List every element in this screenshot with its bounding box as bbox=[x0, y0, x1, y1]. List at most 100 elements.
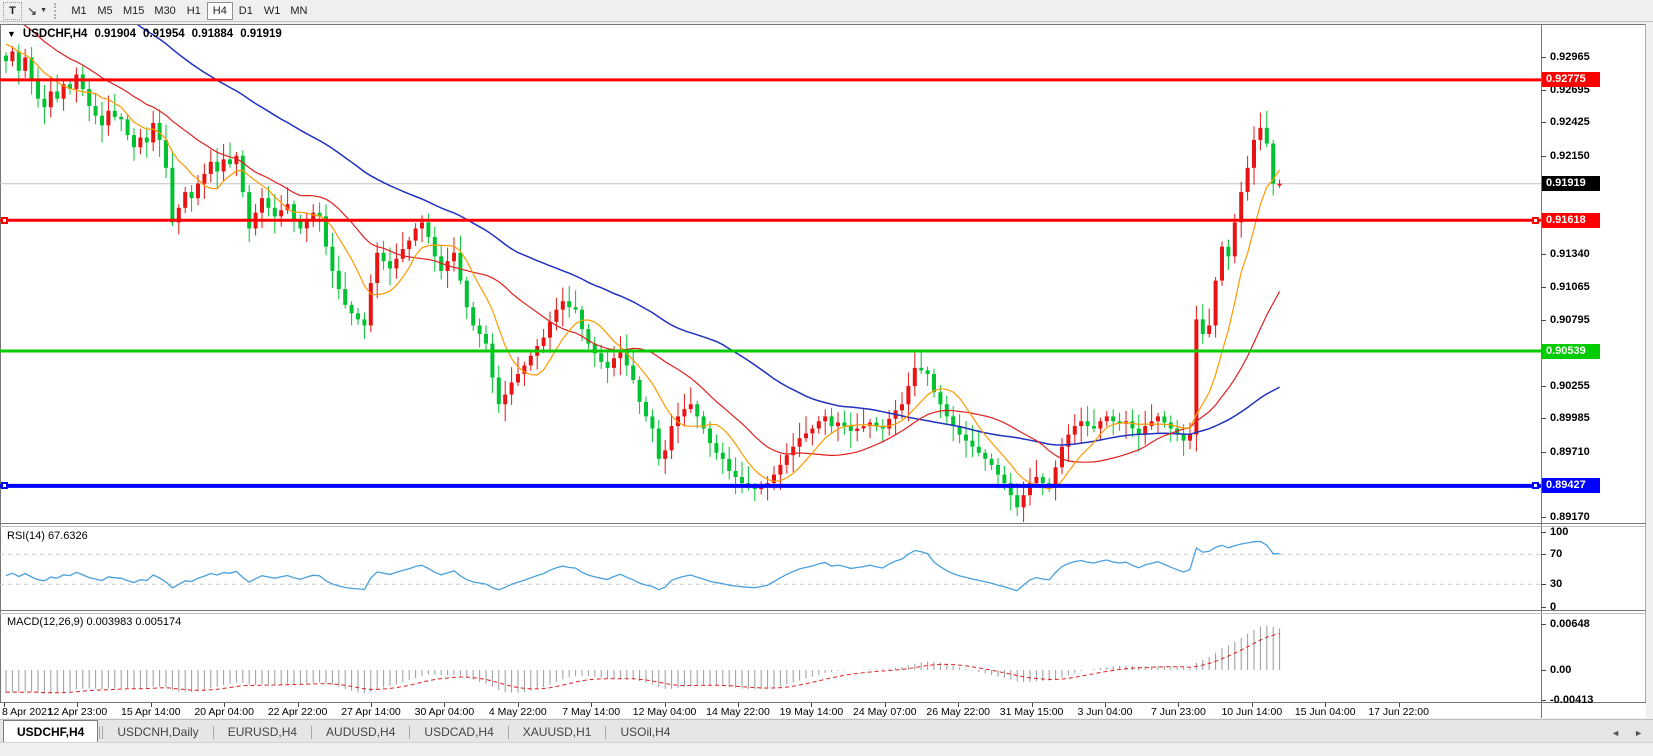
chart-tab-audusd[interactable]: AUDUSD,H4 bbox=[326, 725, 396, 739]
candle-body bbox=[10, 51, 15, 62]
candle-body bbox=[740, 477, 744, 484]
rsi-panel-plot[interactable] bbox=[0, 527, 1541, 610]
price-tick-dash bbox=[1541, 418, 1546, 420]
level-anchor-marker[interactable] bbox=[1532, 216, 1539, 224]
candle-body bbox=[855, 428, 860, 431]
candle-body bbox=[93, 105, 98, 116]
candle-body bbox=[16, 51, 21, 71]
candle-body bbox=[80, 74, 85, 90]
candle-body bbox=[804, 433, 808, 439]
arrows-tool-icon: ↘ bbox=[27, 3, 38, 18]
arrows-tool-button[interactable]: ↘ ▼ bbox=[22, 1, 52, 20]
rsi-line bbox=[5, 540, 1280, 592]
sma-fast-line bbox=[5, 43, 1281, 490]
time-tick-label: 27 Apr 14:00 bbox=[341, 706, 401, 718]
price-badge: 0.92775 bbox=[1542, 72, 1600, 88]
timeframe-button-m30[interactable]: M30 bbox=[149, 1, 181, 20]
rsi-macd-splitter[interactable] bbox=[0, 610, 1646, 611]
candle-body bbox=[983, 452, 988, 459]
level-edge-marker[interactable] bbox=[1, 482, 8, 490]
candle-body bbox=[682, 409, 687, 417]
candle-body bbox=[100, 115, 104, 126]
chart-tab-bar: USDCHF,H4 USDCNH,Daily EURUSD,H4 AUDUSD,H4 U… bbox=[0, 719, 1653, 742]
text-tool-button[interactable]: T bbox=[3, 1, 22, 20]
timeframe-button-m15[interactable]: M15 bbox=[118, 1, 150, 20]
close-value: 0.91919 bbox=[240, 28, 282, 40]
macd-panel-plot[interactable] bbox=[0, 614, 1541, 702]
timeframe-button-mn[interactable]: MN bbox=[285, 1, 313, 20]
chart-tab-usdchf[interactable]: USDCHF,H4 bbox=[3, 720, 99, 742]
price-tick-dash bbox=[1541, 56, 1546, 58]
macd-indicator-label: MACD(12,26,9) 0.003983 0.005174 bbox=[7, 616, 182, 628]
price-badge: 0.91618 bbox=[1542, 212, 1600, 228]
candle-body bbox=[1098, 421, 1103, 429]
tab-separator bbox=[212, 726, 214, 739]
level-edge-marker[interactable] bbox=[1, 216, 8, 224]
main-chart-plot[interactable] bbox=[0, 25, 1541, 522]
macd-tick-label: 0.00648 bbox=[1550, 617, 1590, 630]
price-tick-dash bbox=[1541, 122, 1546, 124]
time-tick-label: 19 May 14:00 bbox=[779, 706, 844, 718]
candle-body bbox=[330, 246, 335, 271]
candle-body bbox=[266, 198, 271, 208]
candle-body bbox=[394, 258, 399, 269]
timeframe-button-h1[interactable]: H1 bbox=[180, 1, 207, 20]
candle-body bbox=[61, 84, 66, 99]
candle-body bbox=[202, 173, 207, 184]
candle-body bbox=[1008, 483, 1013, 496]
candle-body bbox=[48, 91, 53, 108]
candle-body bbox=[669, 426, 674, 451]
tab-scroll-right-icon[interactable]: ► bbox=[1634, 728, 1643, 738]
candle-body bbox=[1079, 421, 1084, 427]
candle-body bbox=[957, 426, 962, 435]
candle-body bbox=[1085, 421, 1090, 427]
candle-body bbox=[74, 74, 79, 90]
chart-tab-usdcnh[interactable]: USDCNH,Daily bbox=[117, 725, 199, 739]
timeframe-button-d1[interactable]: D1 bbox=[232, 1, 259, 20]
collapse-triangle-icon[interactable]: ▼ bbox=[7, 29, 16, 39]
candle-body bbox=[298, 219, 303, 229]
candle-body bbox=[784, 455, 789, 465]
candle-body bbox=[848, 426, 853, 431]
timeframe-button-w1[interactable]: W1 bbox=[258, 1, 286, 20]
candle-body bbox=[637, 380, 642, 402]
timeframe-button-m1[interactable]: M1 bbox=[66, 1, 92, 20]
time-tick-dash bbox=[1105, 703, 1106, 707]
level-anchor-marker[interactable] bbox=[1532, 482, 1539, 490]
rsi-tick-dash bbox=[1541, 554, 1546, 556]
candle-body bbox=[132, 135, 136, 148]
price-badge: 0.90539 bbox=[1542, 343, 1600, 359]
candle-body bbox=[592, 343, 597, 354]
candle-body bbox=[413, 228, 418, 241]
candle-body bbox=[906, 386, 911, 405]
chart-tab-eurusd[interactable]: EURUSD,H4 bbox=[227, 725, 298, 739]
candle-body bbox=[599, 353, 604, 362]
time-tick-dash bbox=[664, 703, 666, 707]
price-tick-label: 0.89710 bbox=[1550, 445, 1590, 458]
price-badge: 0.89427 bbox=[1542, 478, 1600, 494]
candle-body bbox=[375, 252, 380, 284]
candle-body bbox=[810, 428, 815, 434]
candle-body bbox=[829, 416, 834, 427]
time-tick-label: 12 Apr 23:00 bbox=[47, 706, 108, 718]
time-tick-label: 7 May 14:00 bbox=[562, 706, 621, 718]
candle-body bbox=[1143, 426, 1148, 435]
status-bar bbox=[0, 742, 1653, 756]
candle-body bbox=[989, 458, 994, 465]
symbol-period-label: USDCHF,H4 bbox=[22, 28, 88, 40]
tab-scroll-left-icon[interactable]: ◄ bbox=[1611, 728, 1621, 738]
tab-separator bbox=[99, 726, 101, 739]
chart-tab-usdcad[interactable]: USDCAD,H4 bbox=[424, 725, 494, 739]
chart-tab-usoil[interactable]: USOil,H4 bbox=[620, 725, 671, 739]
candle-body bbox=[951, 416, 956, 427]
candle-body bbox=[932, 373, 936, 393]
main-rsi-splitter[interactable] bbox=[0, 523, 1646, 524]
price-tick-label: 0.90255 bbox=[1550, 379, 1590, 392]
candle-body bbox=[247, 192, 252, 229]
timeframe-button-m5[interactable]: M5 bbox=[92, 1, 118, 20]
timeframe-button-h4[interactable]: H4 bbox=[206, 1, 233, 20]
chart-tab-xauusd[interactable]: XAUUSD,H1 bbox=[522, 725, 592, 739]
candle-body bbox=[567, 301, 572, 308]
tab-separator bbox=[102, 726, 104, 739]
time-tick-dash bbox=[958, 703, 960, 707]
